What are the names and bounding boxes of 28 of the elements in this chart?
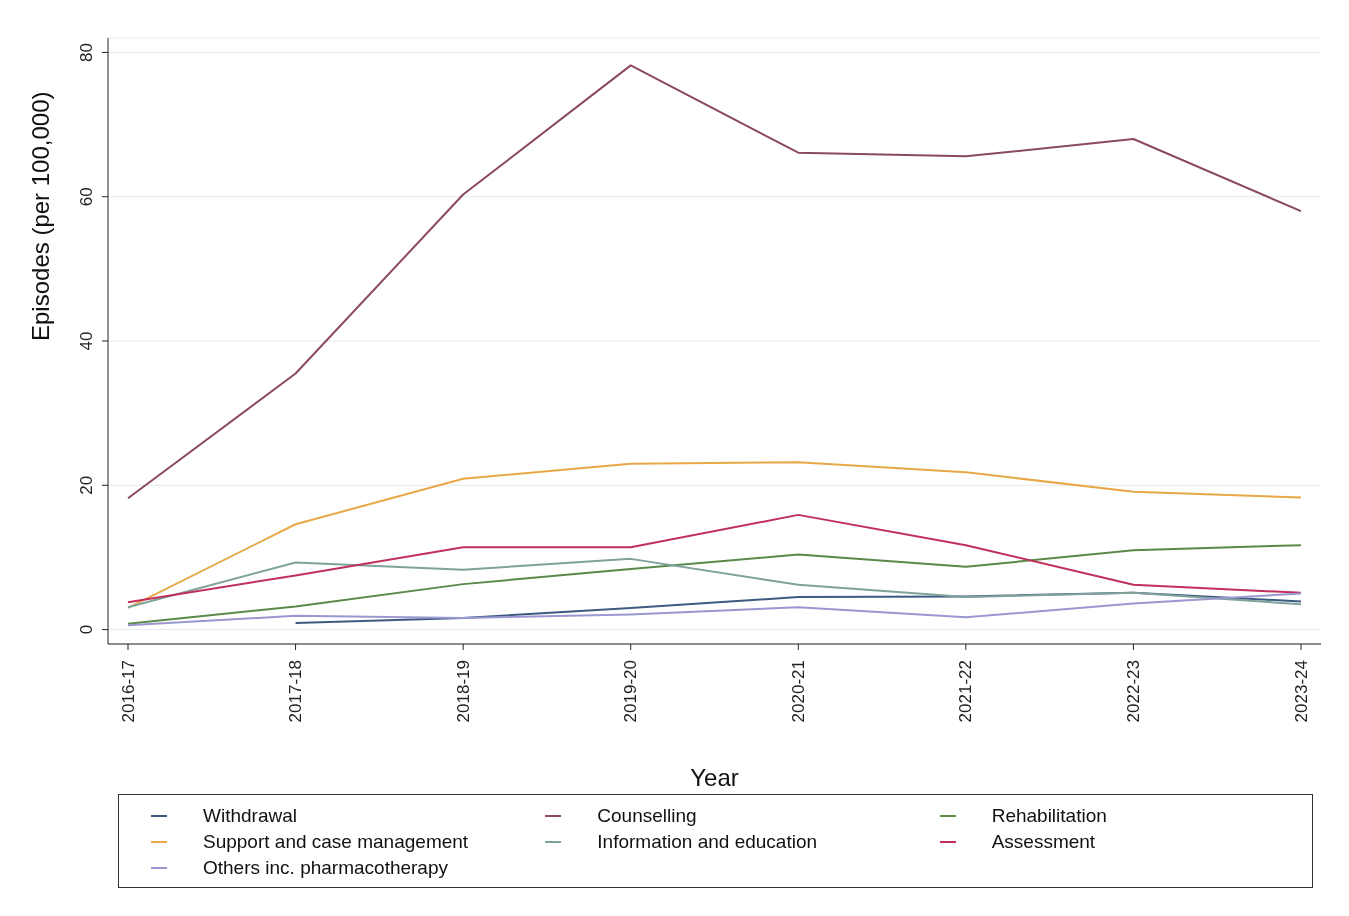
y-tick-label: 20 — [77, 475, 96, 495]
legend-label: Information and education — [597, 831, 818, 852]
legend-label: Withdrawal — [203, 805, 297, 826]
x-tick-label: 2021-22 — [956, 660, 976, 723]
line-series — [127, 557, 1302, 609]
line-series — [127, 592, 1302, 627]
y-tick-label: 80 — [77, 42, 96, 62]
line-series — [127, 513, 1302, 604]
y-tick-label: 0 — [77, 624, 96, 635]
line-series — [127, 64, 1302, 500]
line-series — [127, 461, 1302, 609]
x-axis-title: Year — [690, 764, 739, 791]
y-tick-label: 60 — [77, 187, 96, 207]
x-tick-label: 2023-24 — [1291, 660, 1311, 723]
legend-label: Others inc. pharmacotherapy — [203, 857, 449, 878]
legend-label: Assessment — [991, 831, 1096, 852]
legend-label: Rehabilitation — [991, 805, 1107, 826]
legend-label: Counselling — [597, 805, 697, 826]
x-tick-label: 2017-18 — [286, 660, 306, 723]
x-tick-label: 2020-21 — [788, 660, 808, 723]
y-axis-title: Episodes (per 100,000) — [26, 91, 54, 341]
x-tick-label: 2019-20 — [621, 660, 641, 723]
y-tick-label: 40 — [77, 331, 96, 351]
x-tick-label: 2022-23 — [1123, 660, 1143, 723]
line-series — [127, 544, 1302, 625]
x-tick-label: 2016-17 — [118, 660, 138, 723]
x-tick-label: 2018-19 — [453, 660, 473, 723]
legend-label: Support and case management — [203, 831, 469, 852]
